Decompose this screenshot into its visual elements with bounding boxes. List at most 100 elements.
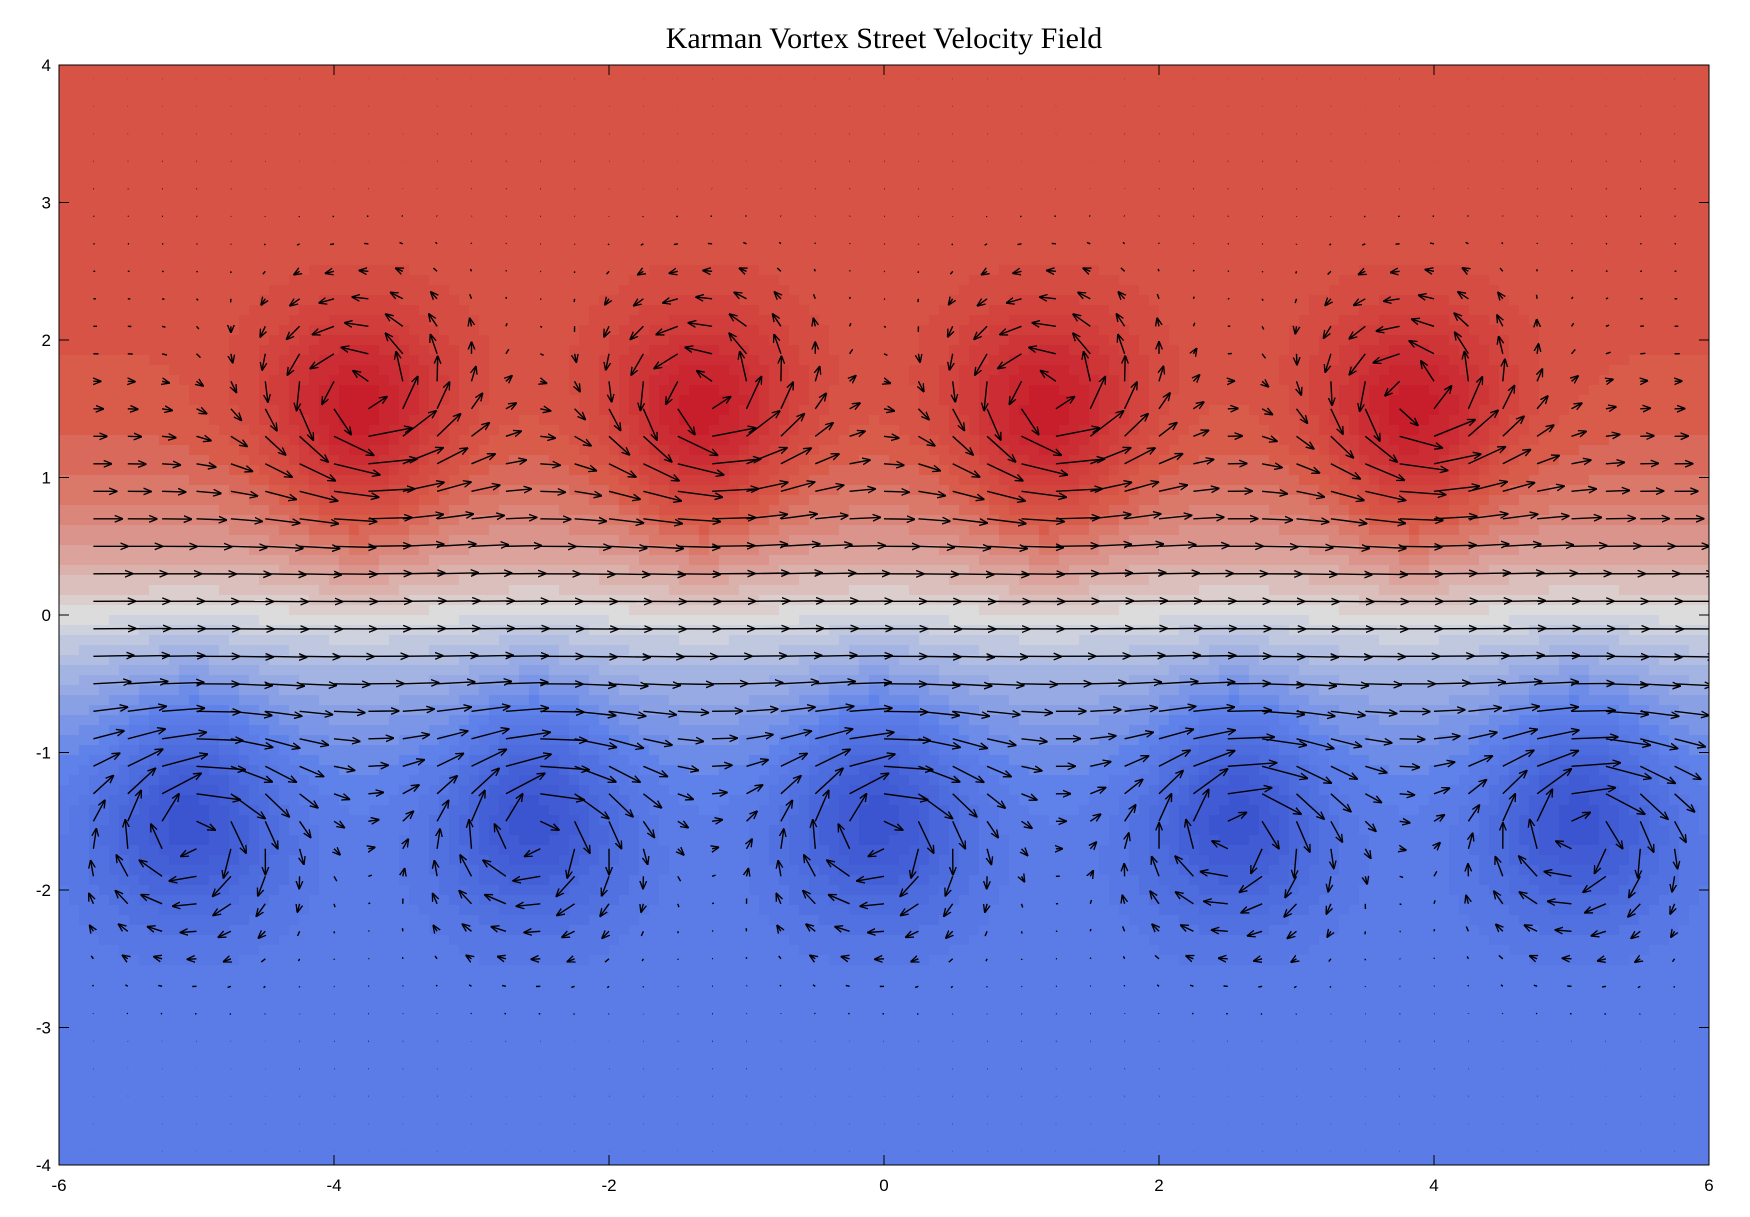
contour-cell	[409, 855, 420, 866]
contour-cell	[499, 435, 510, 446]
contour-cell	[79, 325, 90, 336]
contour-cell	[399, 225, 410, 236]
contour-cell	[289, 1145, 300, 1156]
contour-cell	[399, 635, 410, 646]
contour-cell	[319, 515, 330, 526]
contour-cell	[129, 925, 140, 936]
contour-cell	[329, 85, 340, 96]
contour-cell	[209, 645, 220, 656]
contour-cell	[149, 195, 160, 206]
contour-cell	[149, 395, 160, 406]
contour-cell	[369, 665, 380, 676]
contour-cell	[299, 995, 310, 1006]
contour-cell	[179, 1015, 190, 1026]
contour-cell	[199, 605, 210, 616]
contour-cell	[159, 855, 170, 866]
contour-cell	[349, 185, 360, 196]
contour-cell	[189, 755, 200, 766]
contour-cell	[239, 775, 250, 786]
contour-cell	[459, 255, 470, 266]
contour-cell	[349, 145, 360, 156]
contour-cell	[179, 415, 190, 426]
contour-cell	[449, 695, 460, 706]
contour-cell	[439, 865, 450, 876]
contour-cell	[209, 985, 220, 996]
contour-cell	[199, 775, 210, 786]
contour-cell	[409, 125, 420, 136]
contour-cell	[139, 125, 150, 136]
contour-cell	[399, 1035, 410, 1046]
contour-cell	[229, 625, 240, 636]
contour-cell	[509, 65, 520, 76]
contour-cell	[219, 305, 230, 316]
contour-cell	[89, 65, 100, 76]
contour-cell	[359, 815, 370, 826]
contour-cell	[429, 235, 440, 246]
contour-cell	[449, 595, 460, 606]
contour-cell	[289, 955, 300, 966]
contour-cell	[369, 1025, 380, 1036]
contour-cell	[219, 705, 230, 716]
contour-cell	[459, 1125, 470, 1136]
contour-cell	[219, 815, 230, 826]
contour-cell	[339, 1155, 350, 1165]
contour-cell	[169, 175, 180, 186]
contour-cell	[479, 635, 490, 646]
contour-cell	[419, 435, 430, 446]
contour-cell	[179, 955, 190, 966]
contour-cell	[289, 995, 300, 1006]
contour-cell	[129, 515, 140, 526]
contour-cell	[279, 225, 290, 236]
contour-cell	[499, 735, 510, 746]
contour-cell	[229, 215, 240, 226]
contour-cell	[229, 485, 240, 496]
contour-cell	[339, 755, 350, 766]
contour-cell	[319, 945, 330, 956]
contour-cell	[459, 615, 470, 626]
contour-cell	[259, 235, 270, 246]
contour-cell	[129, 145, 140, 156]
contour-cell	[359, 595, 370, 606]
contour-cell	[179, 1005, 190, 1016]
contour-cell	[159, 425, 170, 436]
contour-cell	[209, 1065, 220, 1076]
contour-cell	[139, 605, 150, 616]
contour-cell	[309, 645, 320, 656]
contour-cell	[99, 215, 110, 226]
contour-cell	[59, 795, 70, 806]
contour-cell	[219, 915, 230, 926]
contour-cell	[489, 605, 500, 616]
contour-cell	[109, 565, 120, 576]
contour-cell	[269, 85, 280, 96]
contour-cell	[199, 735, 210, 746]
contour-cell	[269, 235, 280, 246]
contour-cell	[489, 405, 500, 416]
contour-cell	[149, 645, 160, 656]
contour-cell	[369, 395, 380, 406]
contour-cell	[289, 155, 300, 166]
contour-cell	[379, 705, 390, 716]
contour-cell	[79, 1005, 90, 1016]
contour-cell	[429, 1125, 440, 1136]
contour-cell	[279, 325, 290, 336]
contour-cell	[249, 905, 260, 916]
contour-cell	[469, 305, 480, 316]
contour-cell	[479, 435, 490, 446]
contour-cell	[139, 615, 150, 626]
contour-cell	[409, 1105, 420, 1116]
contour-cell	[299, 385, 310, 396]
contour-cell	[89, 615, 100, 626]
contour-cell	[359, 1005, 370, 1016]
contour-cell	[299, 125, 310, 136]
contour-cell	[369, 975, 380, 986]
contour-cell	[419, 615, 430, 626]
contour-cell	[329, 235, 340, 246]
contour-cell	[409, 345, 420, 356]
contour-cell	[359, 625, 370, 636]
contour-cell	[429, 955, 440, 966]
contour-cell	[319, 895, 330, 906]
contour-cell	[329, 305, 340, 316]
contour-cell	[89, 675, 100, 686]
contour-cell	[179, 595, 190, 606]
contour-cell	[119, 975, 130, 986]
